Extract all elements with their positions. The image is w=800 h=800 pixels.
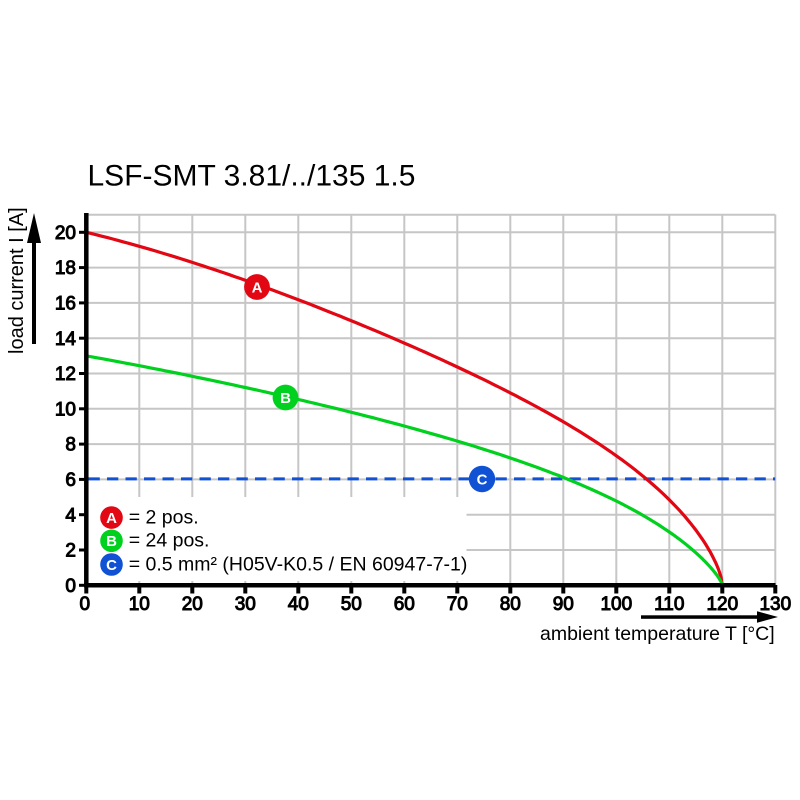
svg-text:= 24 pos.: = 24 pos. — [129, 530, 210, 552]
svg-text:2: 2 — [65, 541, 76, 562]
svg-text:10: 10 — [129, 594, 150, 615]
svg-text:70: 70 — [447, 594, 468, 615]
svg-text:B: B — [280, 390, 291, 407]
svg-text:= 2 pos.: = 2 pos. — [129, 506, 199, 528]
svg-text:110: 110 — [654, 594, 684, 615]
svg-text:60: 60 — [394, 594, 415, 615]
svg-text:B: B — [106, 533, 117, 550]
svg-text:18: 18 — [55, 258, 76, 279]
svg-text:40: 40 — [288, 594, 309, 615]
svg-text:LSF-SMT 3.81/../135 1.5: LSF-SMT 3.81/../135 1.5 — [88, 160, 416, 193]
svg-text:10: 10 — [55, 399, 76, 420]
svg-text:load current I [A]: load current I [A] — [6, 207, 28, 354]
svg-text:A: A — [106, 510, 117, 527]
svg-text:C: C — [106, 557, 117, 574]
svg-text:8: 8 — [65, 435, 76, 456]
svg-text:C: C — [477, 471, 488, 488]
svg-text:20: 20 — [182, 594, 203, 615]
svg-text:90: 90 — [553, 594, 574, 615]
svg-text:12: 12 — [55, 364, 76, 385]
svg-text:= 0.5 mm² (H05V-K0.5 / EN 6094: = 0.5 mm² (H05V-K0.5 / EN 60947-7-1) — [129, 554, 468, 576]
svg-text:16: 16 — [55, 294, 76, 315]
svg-text:100: 100 — [600, 594, 632, 615]
svg-text:0: 0 — [80, 594, 91, 615]
svg-text:A: A — [252, 279, 263, 296]
svg-text:4: 4 — [65, 505, 76, 526]
svg-text:120: 120 — [706, 594, 738, 615]
svg-text:20: 20 — [55, 223, 76, 244]
svg-text:ambient temperature T [°C]: ambient temperature T [°C] — [540, 623, 775, 645]
svg-text:14: 14 — [55, 329, 77, 350]
svg-text:0: 0 — [65, 576, 76, 597]
svg-text:30: 30 — [235, 594, 256, 615]
svg-text:80: 80 — [500, 594, 521, 615]
svg-text:50: 50 — [341, 594, 362, 615]
svg-text:130: 130 — [759, 594, 791, 615]
svg-text:6: 6 — [65, 470, 76, 491]
